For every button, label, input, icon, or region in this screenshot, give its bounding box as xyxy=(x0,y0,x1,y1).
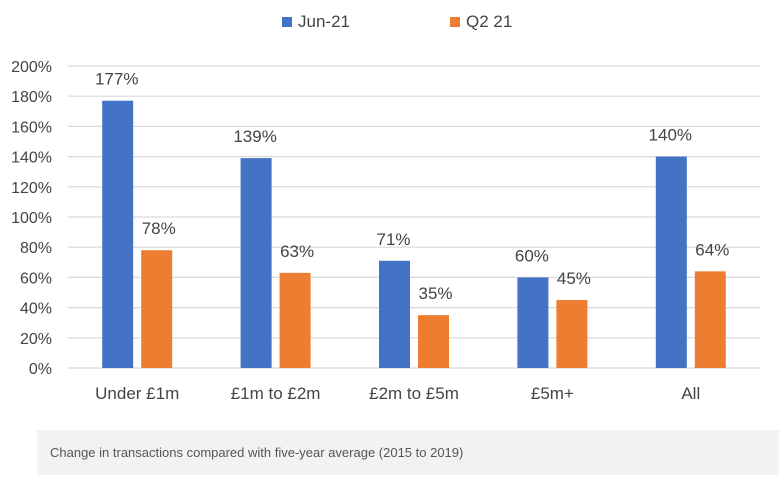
chart-area: 0% 20% 40% 60% 80% 100% 120% 140% 160% 180% 200% 17… xyxy=(11,12,760,403)
data-label: 63% xyxy=(280,242,314,261)
data-label: 60% xyxy=(515,246,549,265)
category-label: All xyxy=(681,384,700,403)
y-tick-label: 120% xyxy=(11,180,52,197)
chart-caption: Change in transactions compared with fiv… xyxy=(50,445,464,460)
legend-label: Jun-21 xyxy=(298,12,350,31)
y-tick-label: 40% xyxy=(20,301,52,318)
category-label: Under £1m xyxy=(95,384,179,403)
y-tick-label: 200% xyxy=(11,59,52,76)
bar-q2-21-1 xyxy=(279,272,311,368)
y-tick-label: 160% xyxy=(11,119,52,136)
y-tick-label: 20% xyxy=(20,331,52,348)
category-label: £5m+ xyxy=(531,384,574,403)
bar-q2-21-0 xyxy=(141,250,173,368)
y-tick-label: 0% xyxy=(29,361,52,378)
y-tick-label: 60% xyxy=(20,270,52,287)
caption-bar: Change in transactions compared with fiv… xyxy=(37,430,779,475)
legend-swatch-1 xyxy=(450,17,460,27)
bar-jun-21-0 xyxy=(102,100,134,368)
bar-chart: 0% 20% 40% 60% 80% 100% 120% 140% 160% 180% 200% 17… xyxy=(11,12,760,403)
bar-jun-21-4 xyxy=(655,156,687,368)
bar-q2-21-2 xyxy=(418,315,449,368)
data-label: 35% xyxy=(418,284,452,303)
data-label: 140% xyxy=(649,126,692,145)
data-label: 64% xyxy=(695,240,729,259)
bar-q2-21-4 xyxy=(694,271,726,368)
legend-label: Q2 21 xyxy=(466,12,512,31)
data-label: 71% xyxy=(376,230,410,249)
bar-jun-21-2 xyxy=(379,260,410,368)
data-label: 177% xyxy=(95,70,138,89)
y-tick-label: 80% xyxy=(20,240,52,257)
category-label: £1m to £2m xyxy=(231,384,321,403)
category-label: £2m to £5m xyxy=(369,384,459,403)
bar-jun-21-3 xyxy=(517,277,549,368)
bar-jun-21-1 xyxy=(240,158,272,368)
data-label: 139% xyxy=(233,127,276,146)
bar-q2-21-3 xyxy=(556,300,588,368)
y-tick-label: 140% xyxy=(11,150,52,167)
y-tick-label: 180% xyxy=(11,89,52,106)
legend-swatch-0 xyxy=(282,17,292,27)
data-label: 45% xyxy=(557,269,591,288)
y-tick-label: 100% xyxy=(11,210,52,227)
data-label: 78% xyxy=(142,219,176,238)
